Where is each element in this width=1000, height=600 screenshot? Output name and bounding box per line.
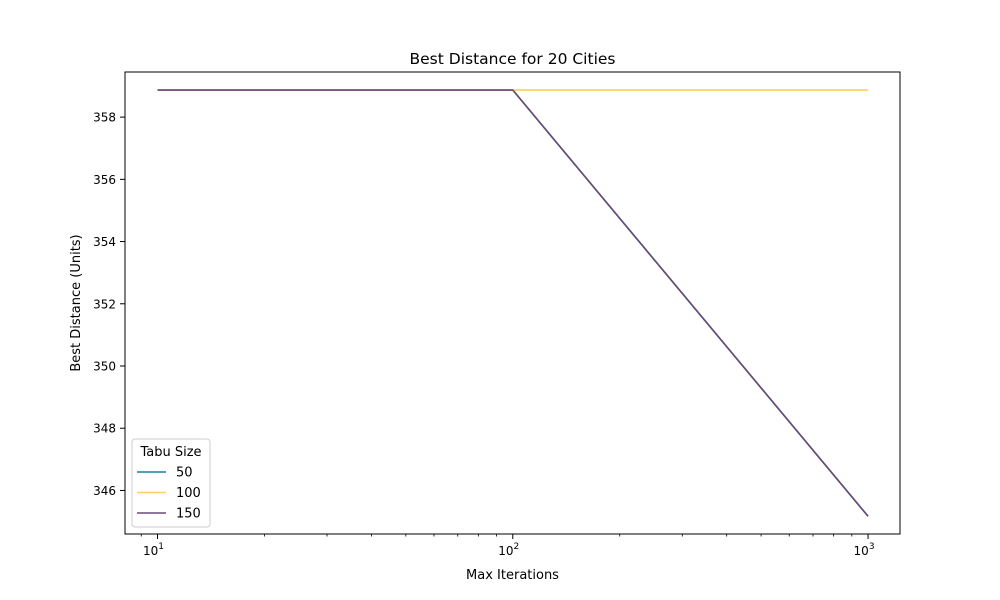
x-tick-label: 103 — [854, 542, 875, 558]
y-tick-label: 346 — [93, 484, 116, 498]
y-tick-label: 352 — [93, 297, 116, 311]
y-tick-label: 356 — [93, 173, 116, 187]
y-axis-label: Best Distance (Units) — [69, 234, 84, 371]
plot-frame — [124, 71, 901, 535]
y-tick-label: 358 — [93, 111, 116, 125]
legend: Tabu Size 50 100 150 — [131, 438, 211, 528]
legend-label-150: 150 — [176, 507, 201, 522]
x-tick-label: 102 — [498, 542, 519, 558]
legend-label-100: 100 — [176, 486, 201, 501]
x-tick-label: 101 — [143, 542, 164, 558]
legend-label-50: 50 — [176, 466, 193, 481]
legend-title: Tabu Size — [139, 445, 201, 460]
chart-title: Best Distance for 20 Cities — [410, 50, 616, 68]
series-layer — [157, 89, 869, 517]
legend-box — [131, 438, 211, 528]
legend-entries: 50 100 150 — [137, 466, 201, 522]
x-axis-label: Max Iterations — [466, 568, 559, 583]
y-tick-label: 354 — [93, 235, 116, 249]
axes-layer: 101 102 103 346 348 350 352 354 356 358 — [93, 111, 874, 558]
y-tick-label: 348 — [93, 422, 116, 436]
series-line-150 — [157, 89, 869, 517]
y-tick-label: 350 — [93, 360, 116, 374]
